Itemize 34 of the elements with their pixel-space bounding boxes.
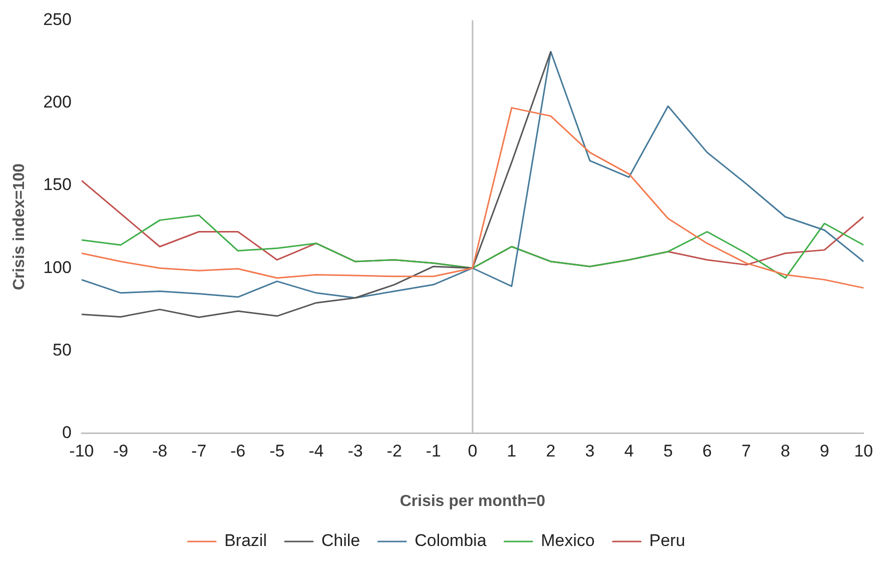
x-tick-label: 1 bbox=[506, 441, 516, 460]
x-tick-label: 9 bbox=[820, 441, 830, 460]
x-tick-label: 7 bbox=[742, 441, 751, 460]
y-tick-label: 50 bbox=[52, 340, 72, 360]
x-tick-label: 2 bbox=[546, 441, 556, 460]
x-tick-label: 4 bbox=[624, 441, 634, 460]
x-tick-label: -6 bbox=[230, 441, 246, 460]
x-tick-label: -5 bbox=[269, 441, 285, 460]
x-tick-label: 6 bbox=[702, 441, 712, 460]
x-tick-label: -2 bbox=[386, 441, 402, 460]
x-tick-label: -10 bbox=[69, 441, 94, 460]
y-tick-label: 0 bbox=[62, 423, 72, 442]
legend-label: Peru bbox=[649, 531, 686, 550]
x-tick-label: 10 bbox=[854, 441, 874, 460]
y-tick-label: 250 bbox=[43, 10, 72, 29]
x-axis-title: Crisis per month=0 bbox=[400, 492, 546, 510]
y-axis-title: Crisis index=100 bbox=[11, 163, 28, 290]
x-tick-label: 8 bbox=[780, 441, 790, 460]
x-tick-label: 3 bbox=[585, 441, 595, 460]
x-tick-label: -4 bbox=[308, 441, 324, 460]
legend-label: Chile bbox=[321, 531, 360, 550]
x-tick-label: 5 bbox=[663, 441, 673, 460]
x-tick-label: -8 bbox=[152, 441, 168, 460]
x-tick-label: -1 bbox=[426, 441, 442, 460]
legend-label: Colombia bbox=[414, 531, 487, 550]
x-tick-label: 0 bbox=[468, 441, 478, 460]
legend-label: Mexico bbox=[540, 531, 595, 550]
x-tick-label: -9 bbox=[113, 441, 128, 460]
y-tick-label: 200 bbox=[43, 92, 72, 112]
x-tick-label: -3 bbox=[348, 441, 363, 460]
y-tick-label: 150 bbox=[43, 175, 72, 194]
x-tick-label: -7 bbox=[191, 441, 206, 460]
y-tick-label: 100 bbox=[43, 258, 72, 277]
legend-label: Brazil bbox=[224, 531, 267, 550]
